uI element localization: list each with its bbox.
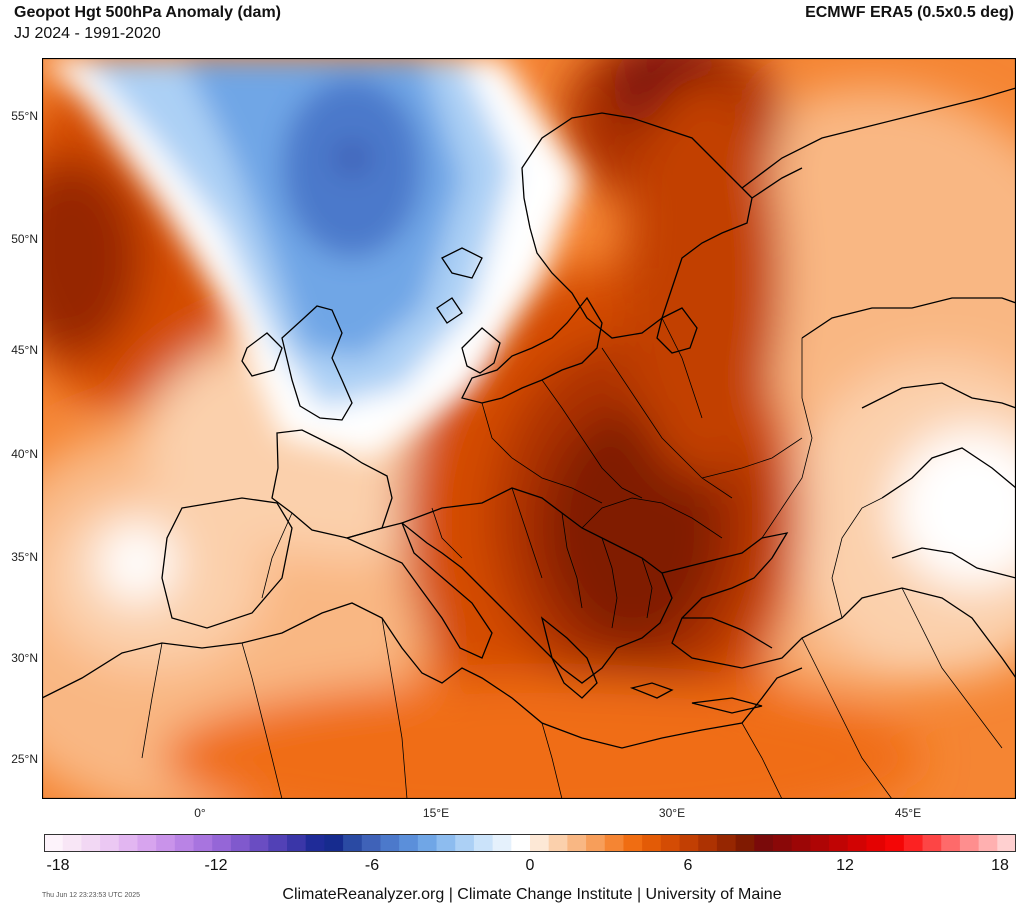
map-frame [42, 58, 1016, 799]
colorbar-swatch [586, 834, 606, 852]
country-borders [141, 317, 1003, 799]
generated-timestamp: Thu Jun 12 23:23:53 UTC 2025 [42, 892, 141, 899]
colorbar-swatch [343, 834, 363, 852]
colorbar-tick-neg12: -12 [204, 857, 228, 874]
lat-label-35n: 35°N [11, 550, 38, 564]
colorbar-swatch [829, 834, 849, 852]
lat-label-45n: 45°N [11, 343, 38, 357]
colorbar-swatch [100, 834, 120, 852]
colorbar-swatch [903, 834, 924, 852]
colorbar-swatch [492, 834, 512, 852]
colorbar-swatch [361, 834, 382, 852]
colorbar-swatch [754, 834, 774, 852]
colorbar-swatch [305, 834, 325, 852]
colorbar-swatch [530, 834, 550, 852]
colorbar-swatch [81, 834, 101, 852]
colorbar-swatch [436, 834, 456, 852]
map-title: Geopot Hgt 500hPa Anomaly (dam) [14, 4, 281, 21]
lon-label-30e: 30°E [658, 806, 686, 820]
colorbar-swatch [287, 834, 307, 852]
colorbar-tick-neg18: -18 [46, 857, 70, 874]
coastlines [42, 87, 1016, 749]
colorbar-frame [44, 834, 1016, 852]
colorbar-swatch [997, 834, 1016, 852]
colorbar-swatch [118, 834, 139, 852]
colorbar-swatch [380, 834, 400, 852]
colorbar-swatch [268, 834, 288, 852]
colorbar-tick-0: 0 [525, 857, 535, 874]
colorbar-swatch [679, 834, 699, 852]
colorbar-tick-6: 6 [683, 857, 693, 874]
credits-footer: ClimateReanalyzer.org | Climate Change I… [282, 886, 782, 903]
colorbar-swatch [642, 834, 662, 852]
map-subtitle: JJ 2024 - 1991-2020 [14, 25, 161, 42]
colorbar-swatch [193, 834, 213, 852]
lon-label-45e: 45°E [894, 806, 922, 820]
colorbar-swatch [773, 834, 793, 852]
lat-label-25n: 25°N [11, 752, 38, 766]
colorbar-swatch [137, 834, 157, 852]
lat-label-50n: 50°N [11, 232, 38, 246]
colorbar-tick-18: 18 [991, 857, 1009, 874]
colorbar-swatch [791, 834, 811, 852]
lat-label-55n: 55°N [11, 109, 38, 123]
colorbar-swatch [716, 834, 737, 852]
anomaly-map [42, 58, 1016, 799]
colorbar-swatch [473, 834, 494, 852]
colorbar-swatch [417, 834, 438, 852]
colorbar-swatch [623, 834, 643, 852]
data-source-label: ECMWF ERA5 (0.5x0.5 deg) [805, 4, 1014, 21]
colorbar-swatch [922, 834, 942, 852]
colorbar-swatch [604, 834, 625, 852]
colorbar-tick-12: 12 [836, 857, 854, 874]
colorbar-swatch [810, 834, 830, 852]
colorbar-swatch [866, 834, 886, 852]
colorbar-swatch [511, 834, 531, 852]
colorbar-swatch [567, 834, 587, 852]
colorbar-swatch [62, 834, 82, 852]
colorbar-swatch [735, 834, 755, 852]
colorbar-swatch [941, 834, 961, 852]
colorbar-swatch [959, 834, 980, 852]
colorbar-swatch [885, 834, 905, 852]
colorbar-swatch [44, 834, 64, 852]
colorbar-swatch [230, 834, 251, 852]
lon-label-15e: 15°E [422, 806, 450, 820]
colorbar-swatch [212, 834, 232, 852]
colorbar-swatch [660, 834, 681, 852]
colorbar-swatch [978, 834, 998, 852]
lat-label-40n: 40°N [11, 447, 38, 461]
colorbar-tick-neg6: -6 [364, 857, 380, 874]
colorbar-swatch [455, 834, 475, 852]
colorbar-swatch [698, 834, 718, 852]
colorbar-swatch [847, 834, 868, 852]
colorbar-swatch [324, 834, 344, 852]
colorbar [44, 834, 1016, 852]
colorbar-swatch [548, 834, 568, 852]
colorbar-swatch [399, 834, 419, 852]
colorbar-swatch [156, 834, 176, 852]
colorbar-swatch [249, 834, 269, 852]
lat-label-30n: 30°N [11, 651, 38, 665]
colorbar-swatch [174, 834, 195, 852]
lon-label-0: 0° [194, 806, 206, 820]
